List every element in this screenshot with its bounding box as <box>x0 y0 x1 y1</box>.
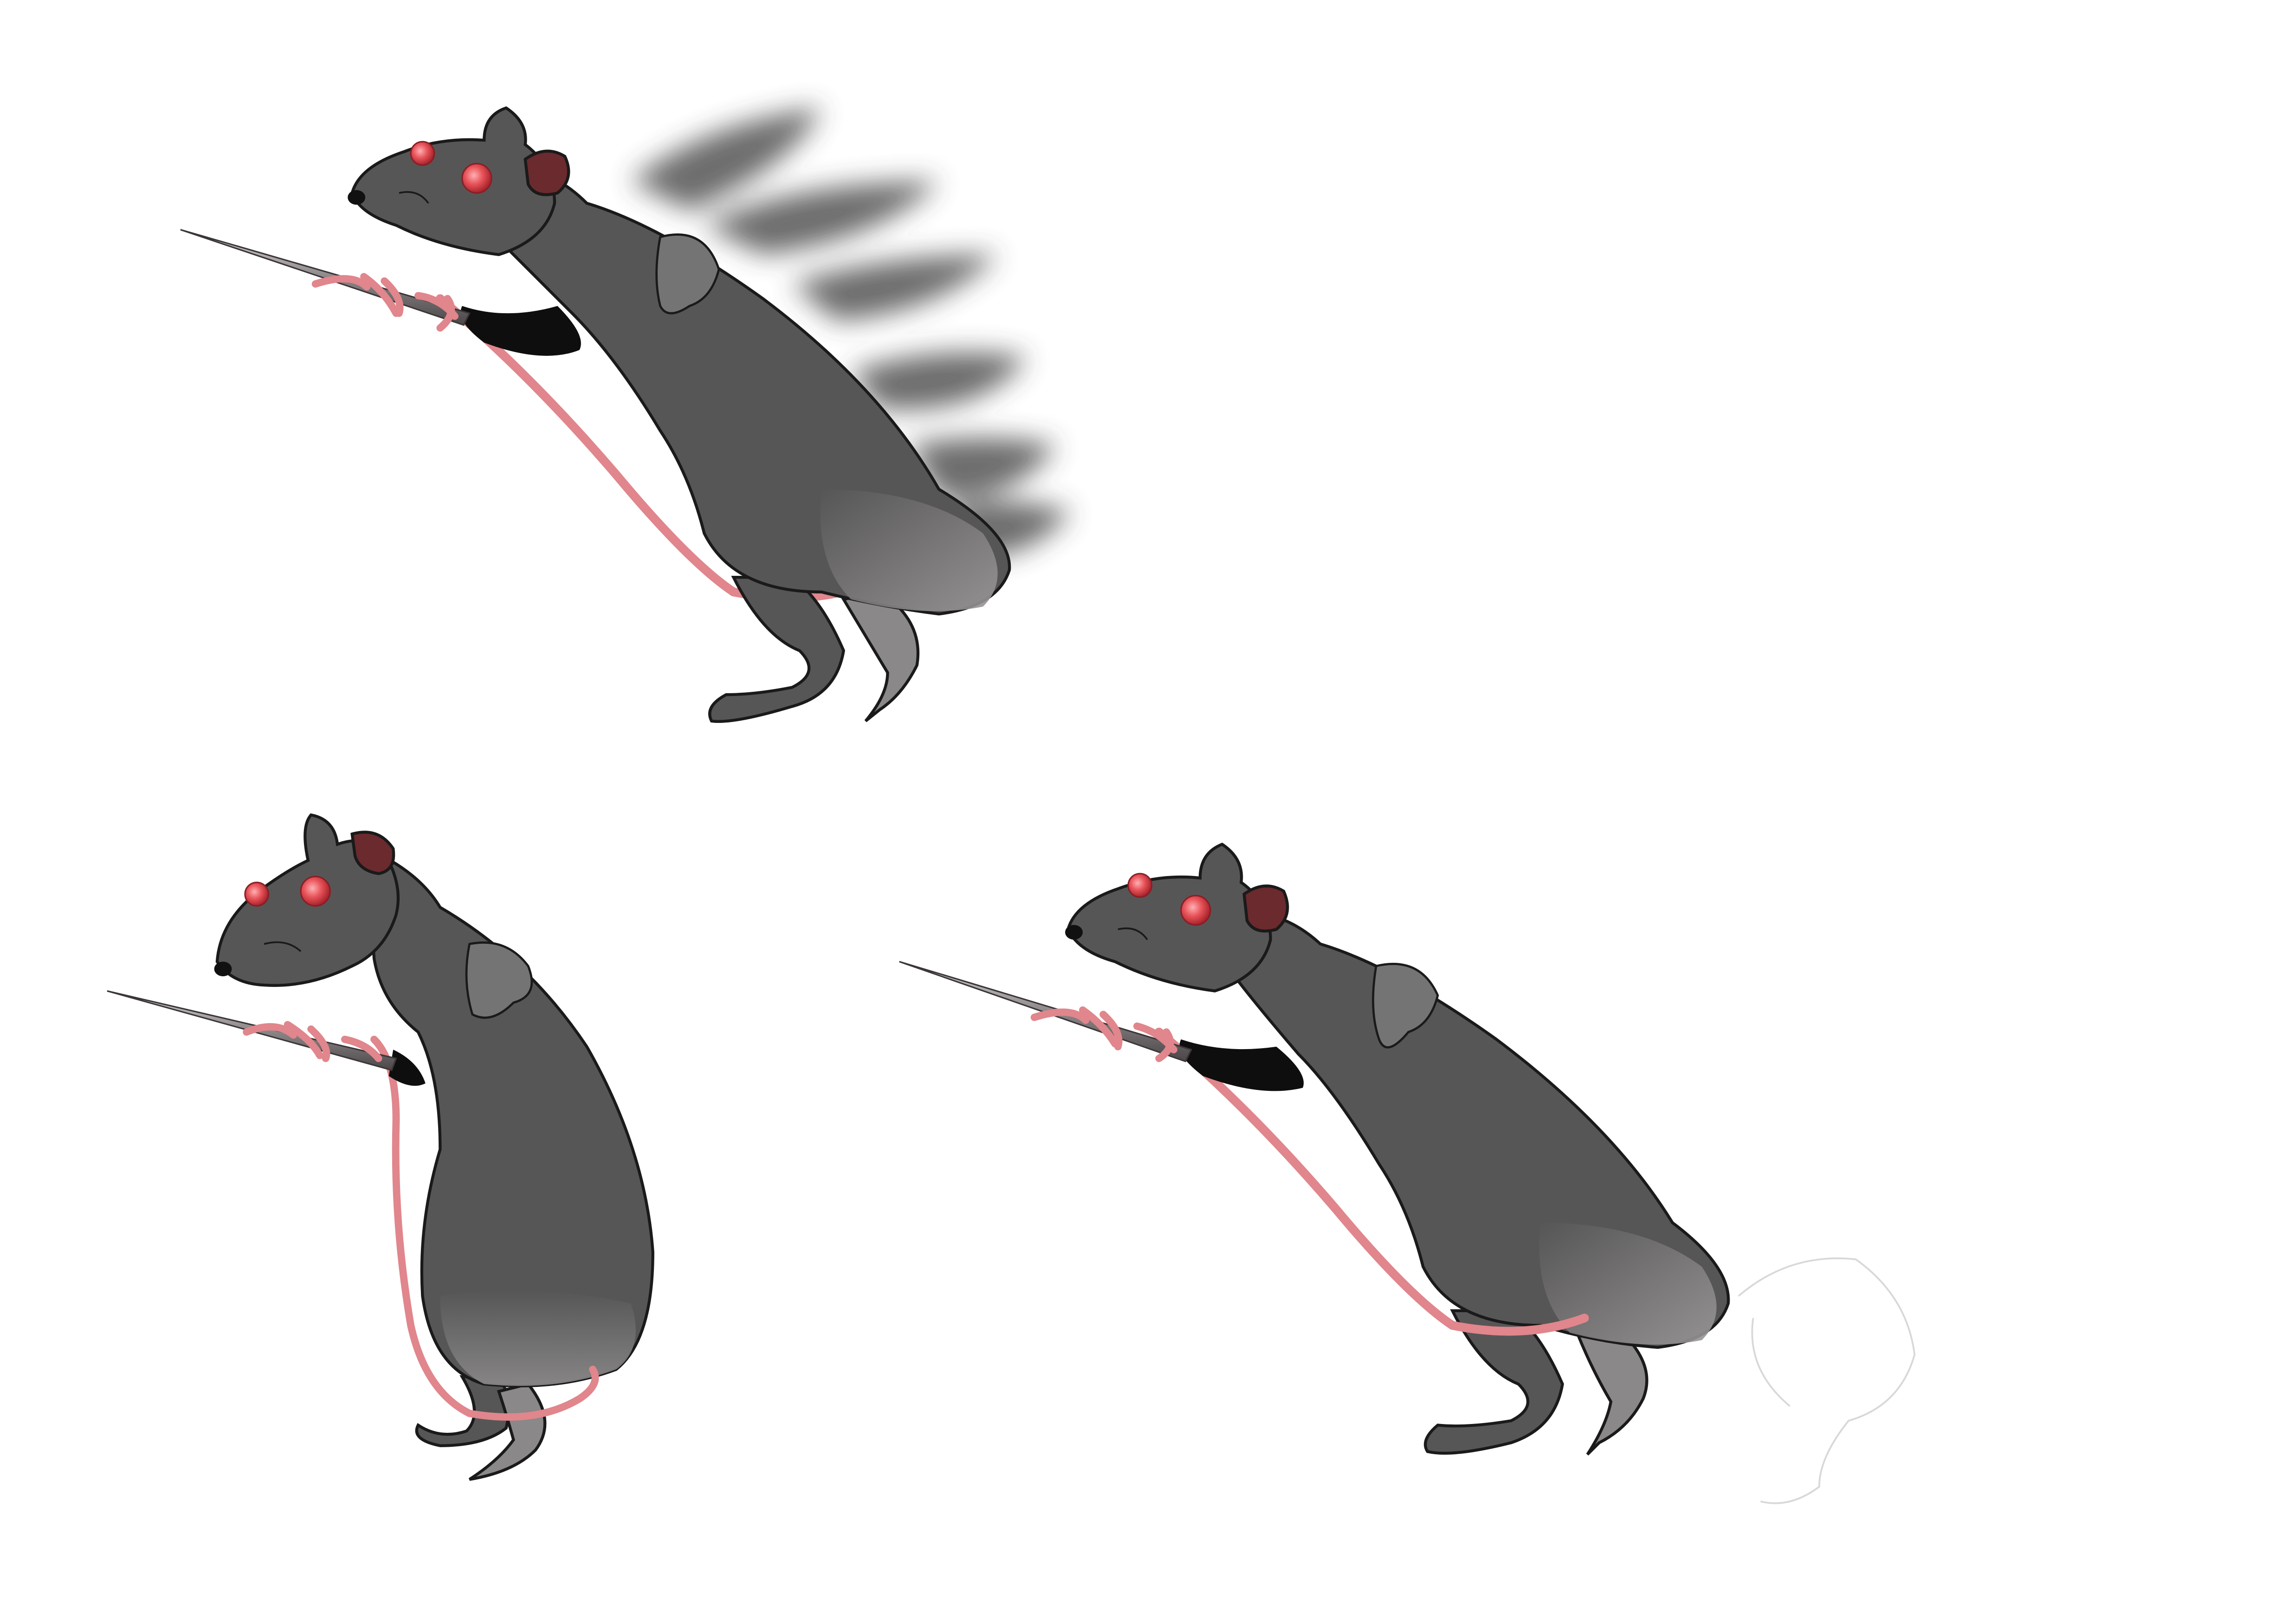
hind-leg <box>468 1382 547 1481</box>
front-leg <box>1424 1309 1564 1455</box>
shoulder-patch <box>465 941 533 1019</box>
head <box>350 106 556 256</box>
eye-left <box>1127 873 1153 898</box>
ear <box>1242 884 1289 933</box>
shoulder-patch <box>1372 963 1439 1049</box>
faint-sketch <box>1738 1257 1916 1504</box>
ear <box>523 149 570 196</box>
arm <box>388 1050 426 1086</box>
needle <box>180 229 471 326</box>
motion-blur-streaks <box>631 108 1071 556</box>
hind-leg <box>1575 1324 1648 1456</box>
nose <box>1065 925 1083 940</box>
arm <box>460 306 581 356</box>
rat-standing-upright <box>107 813 654 1481</box>
hind-leg <box>841 590 920 722</box>
front-leg <box>708 576 846 723</box>
tail <box>370 1036 599 1421</box>
eye-left <box>244 882 270 907</box>
arm <box>1179 1039 1304 1091</box>
tail-wrap <box>311 273 459 332</box>
tail <box>1154 1027 1589 1336</box>
shoulder-patch <box>655 233 720 315</box>
ear <box>350 831 395 875</box>
tail-wrap <box>243 1021 382 1062</box>
eye-right <box>300 876 331 907</box>
nose <box>348 190 366 205</box>
eye-right <box>1180 895 1211 926</box>
tail-wrap <box>1030 1006 1177 1062</box>
rat-with-motion-blur <box>180 106 1071 723</box>
head <box>1066 842 1272 992</box>
nose <box>214 961 232 977</box>
eye-right <box>461 163 492 194</box>
rat-leaning-forward <box>899 842 1916 1504</box>
eye-left <box>410 141 435 166</box>
